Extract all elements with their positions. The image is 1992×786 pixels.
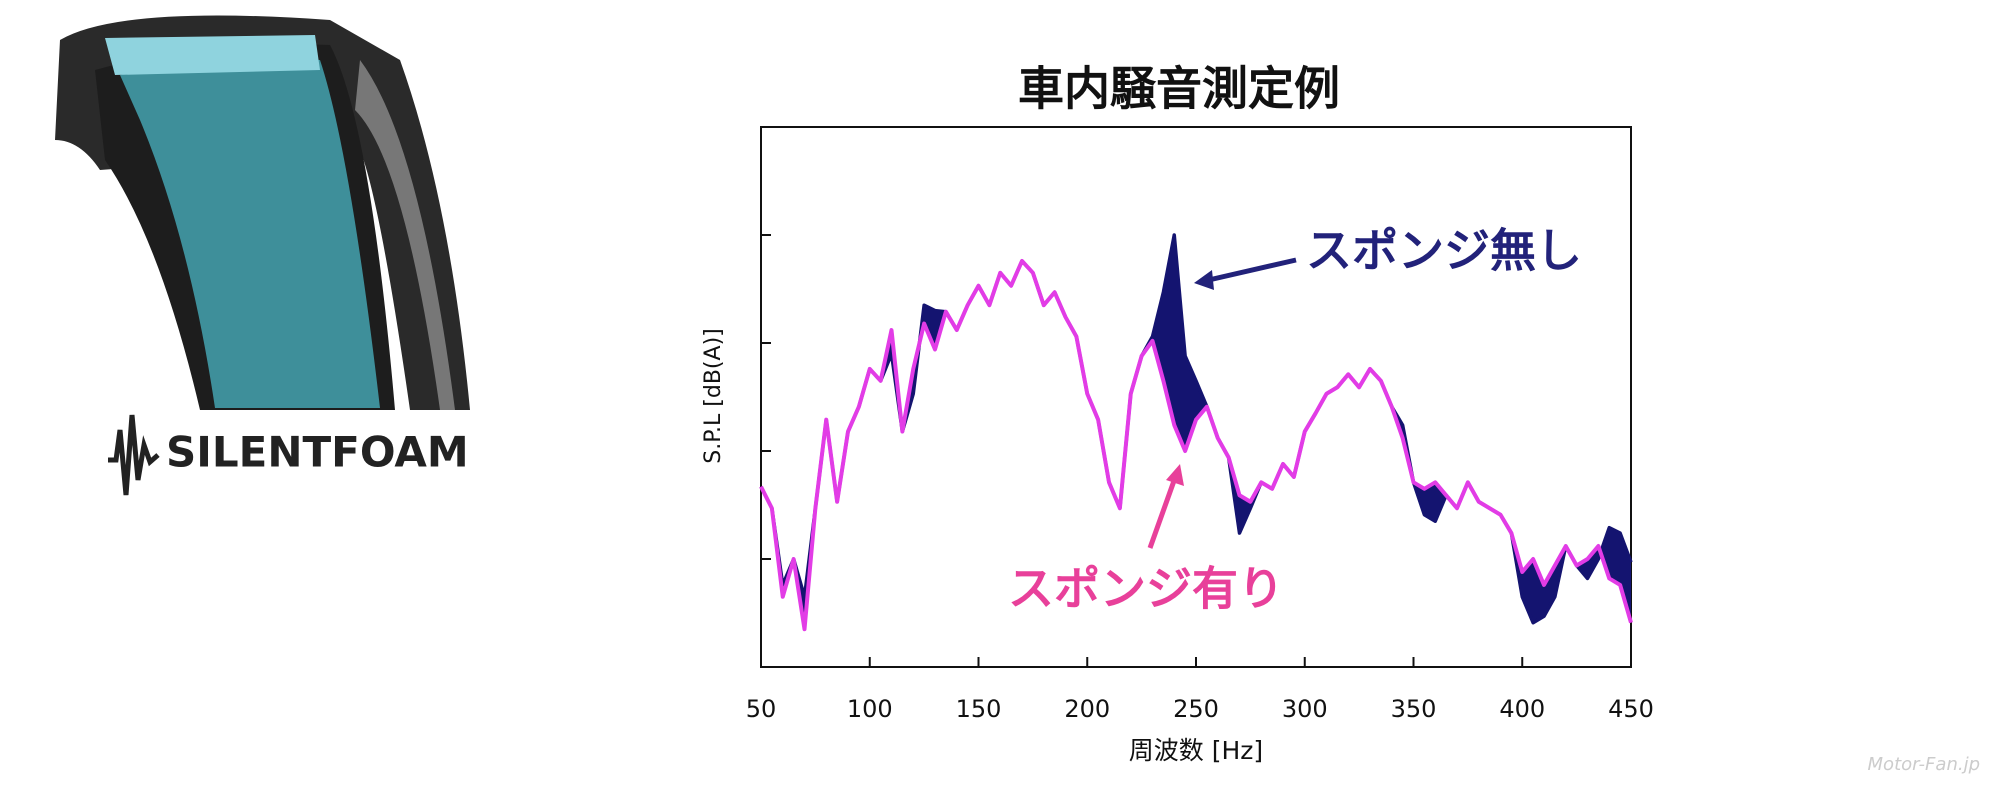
- watermark: Motor-Fan.jp: [1868, 754, 1980, 775]
- foam: [120, 59, 380, 408]
- x-tick-label: 450: [1608, 695, 1654, 723]
- x-tick-label: 300: [1282, 695, 1328, 723]
- difference-fill: [793, 235, 1631, 630]
- annotation-arrowhead: [1194, 270, 1214, 290]
- tire-illustration: [55, 15, 470, 411]
- x-tick-label: 150: [956, 695, 1002, 723]
- annotation-arrow: [1199, 257, 1297, 285]
- chart-title: 車内騒音測定例: [1018, 62, 1340, 116]
- x-tick-label: 50: [746, 695, 777, 723]
- annotation-arrow: [1147, 477, 1178, 549]
- x-tick-label: 200: [1064, 695, 1110, 723]
- foam-top: [105, 35, 320, 75]
- plot-area: [759, 233, 1633, 632]
- x-axis-label: 周波数 [Hz]: [1129, 736, 1263, 765]
- x-tick-label: 100: [847, 695, 893, 723]
- logo-text: SILENTFOAM: [166, 428, 469, 477]
- logo-wave: [108, 414, 160, 496]
- y-axis-label: S.P.L [dB(A)]: [701, 328, 726, 463]
- x-tick-label: 350: [1391, 695, 1437, 723]
- sidewall: [355, 60, 455, 410]
- x-tick-label: 400: [1499, 695, 1545, 723]
- x-tick-label: 250: [1173, 695, 1219, 723]
- annotation: スポンジ無し: [1306, 224, 1582, 278]
- annotation: スポンジ有り: [1008, 562, 1284, 616]
- annotation-arrowhead: [1166, 464, 1184, 486]
- series-line: [759, 258, 1633, 632]
